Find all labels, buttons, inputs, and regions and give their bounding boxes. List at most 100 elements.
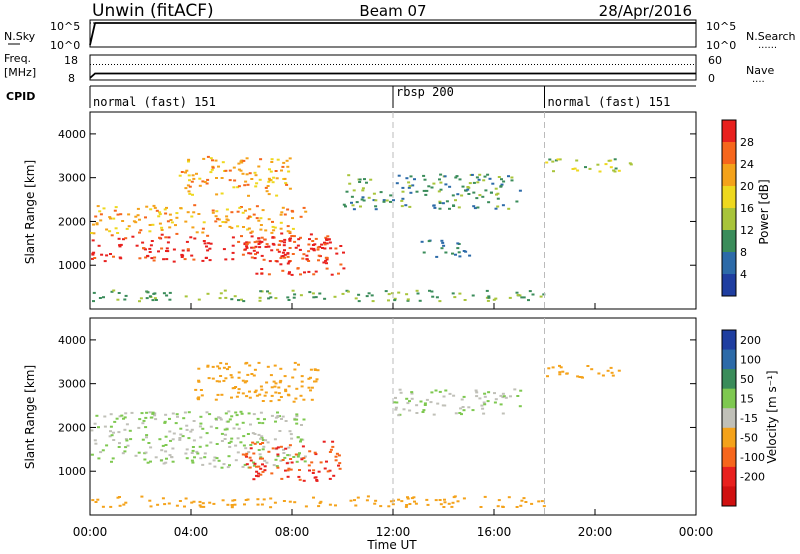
range-cell [293,293,297,296]
range-cell [172,248,176,251]
range-cell [254,389,258,392]
range-cell [352,189,356,192]
range-cell [124,412,128,415]
range-cell [232,427,236,430]
range-cell [197,213,201,215]
range-cell [142,247,145,250]
range-cell [175,413,179,416]
range-cell [296,436,300,439]
range-cell [206,155,210,158]
range-cell [153,292,157,295]
range-cell [264,245,268,248]
range-cell [248,456,252,459]
range-cell [328,241,332,244]
range-cell [328,469,332,472]
range-cell [164,461,168,464]
range-cell [261,448,265,451]
range-cell [400,199,404,202]
range-cell [226,503,230,506]
range-cell [447,502,451,505]
range-cell [217,218,221,221]
range-cell [288,444,292,447]
range-cell [559,366,563,369]
range-cell [361,189,365,192]
range-cell [185,457,189,460]
range-cell [307,270,311,273]
range-cell [515,291,519,294]
range-cell [437,190,441,193]
range-cell [362,199,366,202]
range-cell [313,451,317,454]
range-cell [184,187,188,190]
colorbar-segment [722,274,736,297]
range-cell [322,440,326,443]
range-cell [123,416,127,419]
range-cell [261,457,264,460]
range-cell [97,244,101,247]
range-cell [288,230,292,233]
range-cell [283,241,286,244]
range-cell [325,267,329,270]
colorbar-segment [722,369,736,390]
range-cell [231,499,235,502]
range-cell [580,376,583,379]
range-cell [301,257,305,260]
range-cell [214,417,218,420]
range-cell [169,439,172,442]
range-cell [161,497,165,500]
range-cell [462,409,466,412]
range-cell [235,423,239,426]
range-cell [389,200,392,203]
range-cell [435,296,439,299]
range-cell [260,388,264,391]
range-cell [314,296,318,299]
range-cell [231,387,235,390]
range-cell [431,295,435,298]
range-cell [484,189,488,192]
range-cell [215,380,219,383]
range-cell [163,208,167,211]
range-cell [318,502,322,505]
range-cell [501,505,505,508]
range-cell [481,407,485,410]
colorbar-segment [722,142,736,165]
range-cell [224,412,228,415]
range-cell [442,506,446,508]
range-cell [283,238,287,241]
range-cell [302,206,306,209]
range-cell [243,243,247,246]
range-cell [410,391,414,394]
range-cell [365,499,369,502]
range-cell [246,373,250,376]
range-cell [629,163,633,166]
range-cell [457,251,461,254]
range-cell [150,257,154,260]
range-cell [217,459,221,462]
range-cell [435,255,439,258]
range-cell [454,199,457,202]
range-cell [260,268,264,270]
range-cell [439,173,443,176]
range-cell [258,299,262,302]
range-cell [361,196,365,199]
range-cell [102,207,106,210]
range-cell [295,387,299,390]
range-cell [296,244,300,247]
range-cell [249,447,253,450]
range-cell [259,437,263,440]
range-cell [445,200,449,203]
range-cell [257,433,261,436]
range-cell [528,290,532,293]
range-cell [247,451,251,454]
range-cell [219,418,223,421]
range-cell [458,255,462,258]
range-cell [271,225,275,228]
colorbar-segment [722,388,736,409]
range-cell [299,438,303,441]
range-cell [321,247,324,249]
range-cell [197,396,201,399]
range-cell [114,206,118,209]
range-cell [211,377,215,380]
range-cell [224,258,228,261]
range-cell [509,395,512,398]
